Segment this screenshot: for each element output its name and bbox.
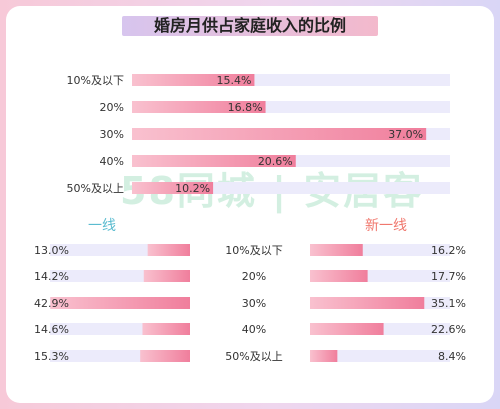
value-label: 14.6% xyxy=(34,323,69,336)
value-label: 17.7% xyxy=(431,270,466,283)
bar xyxy=(143,270,190,282)
bar xyxy=(310,270,368,282)
value-label: 10.2% xyxy=(175,182,210,195)
bar xyxy=(310,244,363,256)
category-label: 20% xyxy=(242,270,266,283)
category-label: 10%及以下 xyxy=(67,74,124,87)
bar xyxy=(50,297,191,309)
chart-title: 婚房月供占家庭收入的比例 xyxy=(0,12,500,36)
bar xyxy=(132,182,214,194)
value-label: 22.6% xyxy=(431,323,466,336)
value-label: 20.6% xyxy=(258,155,293,168)
bar xyxy=(132,74,255,86)
category-label: 40% xyxy=(100,155,124,168)
category-label: 40% xyxy=(242,323,266,336)
bar xyxy=(132,101,266,113)
value-label: 15.3% xyxy=(34,350,69,363)
value-label: 42.9% xyxy=(34,297,69,310)
category-label: 30% xyxy=(242,297,266,310)
value-label: 8.4% xyxy=(438,350,466,363)
value-label: 37.0% xyxy=(388,128,423,141)
tier1-label: 一线 xyxy=(88,218,116,234)
chart-title-text: 婚房月供占家庭收入的比例 xyxy=(153,16,346,35)
value-label: 16.2% xyxy=(431,244,466,257)
category-label: 50%及以上 xyxy=(225,350,282,363)
bar xyxy=(140,350,190,362)
chart-panel xyxy=(6,6,494,403)
bar xyxy=(147,244,190,256)
bar xyxy=(310,323,384,335)
value-label: 15.4% xyxy=(216,74,251,87)
value-label: 35.1% xyxy=(431,297,466,310)
bar xyxy=(142,323,190,335)
value-label: 13.0% xyxy=(34,244,69,257)
category-label: 20% xyxy=(100,101,124,114)
bar xyxy=(132,128,427,140)
category-label: 10%及以下 xyxy=(225,244,282,257)
new-tier1-label: 新一线 xyxy=(365,218,407,234)
bar xyxy=(310,297,425,309)
value-label: 16.8% xyxy=(228,101,263,114)
category-label: 30% xyxy=(100,128,124,141)
bar-track xyxy=(310,350,450,362)
title-highlight xyxy=(122,16,378,36)
category-label: 50%及以上 xyxy=(67,182,124,195)
value-label: 14.2% xyxy=(34,270,69,283)
bar xyxy=(132,155,296,167)
bar xyxy=(310,350,338,362)
